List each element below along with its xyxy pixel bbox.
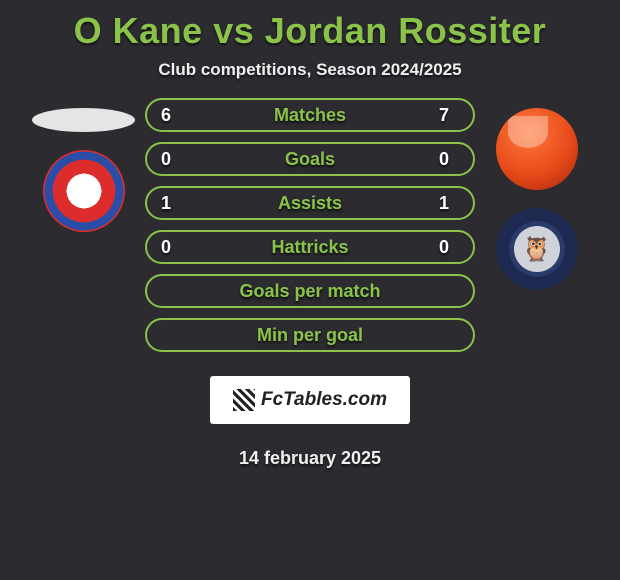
stat-right-value: 1 xyxy=(439,193,459,214)
stat-row: Min per goal xyxy=(145,318,475,352)
right-player-column: 🦉 xyxy=(485,98,588,290)
stat-left-value: 1 xyxy=(161,193,181,214)
stat-left-value: 6 xyxy=(161,105,181,126)
site-name: FcTables.com xyxy=(261,389,387,411)
main-row: 6 Matches 7 0 Goals 0 1 Assists 1 0 Hatt… xyxy=(0,98,620,469)
infographic: O Kane vs Jordan Rossiter Club competiti… xyxy=(0,0,620,469)
stat-label: Min per goal xyxy=(181,325,439,346)
stat-left-value: 0 xyxy=(161,237,181,258)
stat-label: Assists xyxy=(181,193,439,214)
stat-label: Hattricks xyxy=(181,237,439,258)
stat-row: 1 Assists 1 xyxy=(145,186,475,220)
stat-right-value: 0 xyxy=(439,237,459,258)
left-player-column xyxy=(32,98,135,232)
stat-row: 0 Hattricks 0 xyxy=(145,230,475,264)
club-badge-right: 🦉 xyxy=(496,208,578,290)
player-photo-right xyxy=(496,108,578,190)
stat-label: Goals per match xyxy=(181,281,439,302)
stat-label: Matches xyxy=(181,105,439,126)
fctables-watermark: FcTables.com xyxy=(210,376,410,424)
stat-label: Goals xyxy=(181,149,439,170)
season-subtitle: Club competitions, Season 2024/2025 xyxy=(0,60,620,80)
page-title: O Kane vs Jordan Rossiter xyxy=(0,10,620,52)
stat-left-value: 0 xyxy=(161,149,181,170)
stat-row: 6 Matches 7 xyxy=(145,98,475,132)
chart-icon xyxy=(233,389,255,411)
club-badge-left xyxy=(43,150,125,232)
stat-right-value: 7 xyxy=(439,105,459,126)
owl-icon: 🦉 xyxy=(514,226,560,272)
player-photo-placeholder xyxy=(32,108,135,132)
stat-right-value: 0 xyxy=(439,149,459,170)
stats-column: 6 Matches 7 0 Goals 0 1 Assists 1 0 Hatt… xyxy=(145,98,475,469)
generated-date: 14 february 2025 xyxy=(145,448,475,469)
stat-row: Goals per match xyxy=(145,274,475,308)
stat-row: 0 Goals 0 xyxy=(145,142,475,176)
